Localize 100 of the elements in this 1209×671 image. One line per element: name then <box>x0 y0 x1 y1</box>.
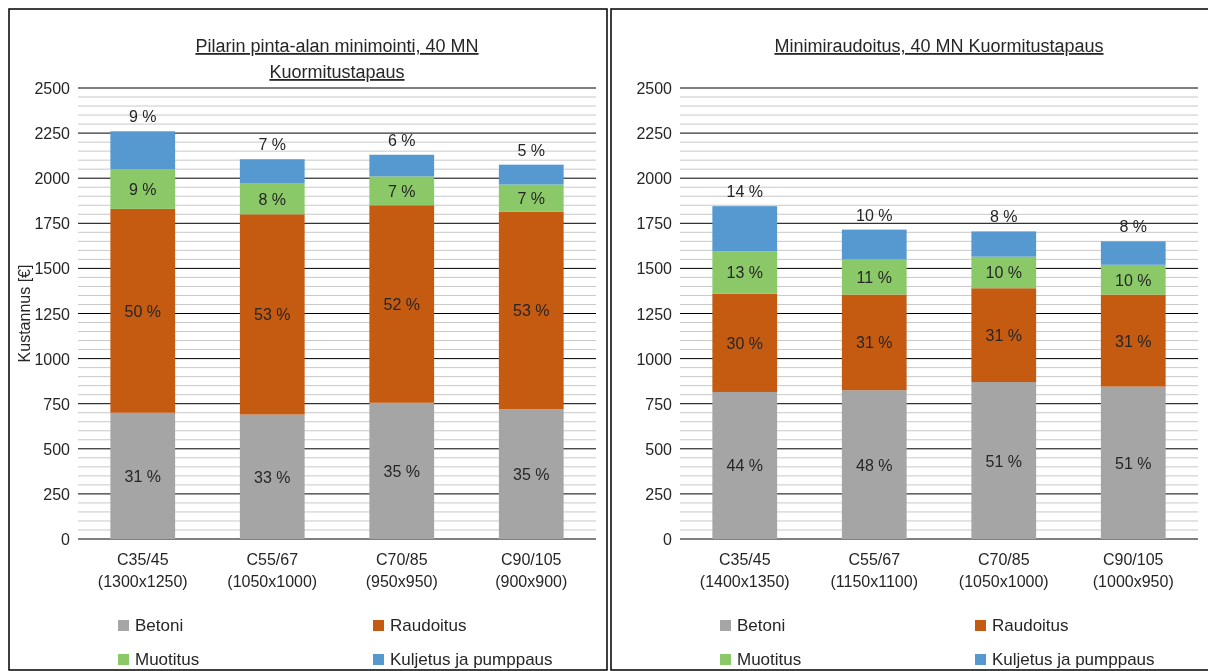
annotation: 5 % <box>517 141 546 159</box>
x-tick-label: C35/45 (1400x1350) <box>699 551 790 590</box>
x-tick-label: C55/67 (1050x1000) <box>227 551 318 590</box>
legend-label: Raudoitus <box>992 616 1069 635</box>
y-tick-label: 1000 <box>636 350 673 368</box>
x-tick-label: C35/45 (1300x1250) <box>97 551 188 590</box>
annotation: 52 % <box>383 296 420 314</box>
bar <box>239 159 305 184</box>
legend-label: Betoni <box>737 616 786 635</box>
y-tick-label: 2000 <box>636 170 673 188</box>
y-tick-label: 1250 <box>34 305 71 323</box>
legend-label: Betoni <box>135 616 184 635</box>
x-tick-label: C70/85 (950x950) <box>365 551 438 590</box>
bar <box>498 409 564 539</box>
y-tick-label: 750 <box>43 395 71 413</box>
annotation: 31 % <box>856 334 893 352</box>
chart-title: Minimiraudoitus, 40 MN Kuormitustapaus <box>774 36 1104 56</box>
bar <box>498 211 564 410</box>
bar <box>1100 241 1166 265</box>
bar <box>498 164 564 185</box>
annotation: 14 % <box>726 183 763 201</box>
y-tick-label: 250 <box>43 485 71 503</box>
bar <box>239 214 305 415</box>
x-tick-label: C90/105 (1000x950) <box>1092 551 1174 590</box>
legend-label: Raudoitus <box>390 616 467 635</box>
annotation: 7 % <box>258 136 287 154</box>
y-axis-title: Kustannus [€] <box>16 264 33 363</box>
bar <box>369 205 435 403</box>
bar <box>971 231 1037 257</box>
bar <box>1100 294 1166 387</box>
chart-title: Pilarin pinta-alan minimointi, 40 MN Kuormitustapaus <box>195 36 479 82</box>
y-tick-label: 250 <box>645 485 673 503</box>
y-tick-label: 2500 <box>34 80 71 97</box>
y-tick-label: 1500 <box>34 260 71 278</box>
annotation: 33 % <box>254 468 291 486</box>
bar <box>841 294 907 391</box>
bar <box>110 131 176 170</box>
annotation: 53 % <box>254 306 291 324</box>
annotation: 30 % <box>726 334 763 352</box>
bar <box>841 229 907 260</box>
y-tick-label: 1500 <box>636 260 673 278</box>
bar <box>971 382 1037 539</box>
annotation: 8 % <box>258 190 287 208</box>
annotation: 9 % <box>128 181 157 199</box>
annotation: 8 % <box>989 208 1018 226</box>
y-tick-label: 500 <box>43 440 71 458</box>
annotation: 35 % <box>383 462 420 480</box>
bar <box>712 251 778 294</box>
y-tick-label: 2250 <box>636 125 673 143</box>
y-tick-label: 1250 <box>636 305 673 323</box>
annotation: 7 % <box>387 182 416 200</box>
annotation: 53 % <box>513 302 550 320</box>
annotation: 48 % <box>856 456 893 474</box>
annotation: 9 % <box>128 108 157 126</box>
bar <box>110 169 176 209</box>
bar <box>971 288 1037 383</box>
y-tick-label: 0 <box>61 531 71 548</box>
legend-label: Kuljetus ja pumppaus <box>992 650 1155 669</box>
annotation: 6 % <box>387 131 416 149</box>
y-tick-label: 2000 <box>34 170 71 188</box>
y-tick-label: 1750 <box>636 215 673 233</box>
bar <box>712 391 778 539</box>
y-tick-label: 0 <box>663 531 673 548</box>
bar <box>239 414 305 539</box>
annotation: 50 % <box>124 302 161 320</box>
bar <box>369 402 435 539</box>
annotation: 13 % <box>726 264 763 282</box>
legend-label: Muotitus <box>737 650 802 669</box>
annotation: 10 % <box>856 206 893 224</box>
bar <box>1100 386 1166 539</box>
bar <box>841 390 907 539</box>
x-tick-label: C55/67 (1150x1100) <box>830 551 918 590</box>
legend-label: Kuljetus ja pumppaus <box>390 650 553 669</box>
annotation: 31 % <box>124 467 161 485</box>
y-tick-label: 500 <box>645 440 673 458</box>
bar <box>369 176 435 206</box>
annotation: 10 % <box>1115 271 1152 289</box>
y-tick-label: 1750 <box>34 215 71 233</box>
y-tick-label: 750 <box>645 395 673 413</box>
annotation: 10 % <box>985 264 1022 282</box>
y-tick-label: 2250 <box>34 125 71 143</box>
bar <box>110 208 176 413</box>
bar <box>712 293 778 392</box>
bar <box>369 154 435 177</box>
annotation: 51 % <box>1115 454 1152 472</box>
legend-label: Muotitus <box>135 650 200 669</box>
y-tick-label: 2500 <box>636 80 673 97</box>
bar <box>712 206 778 252</box>
x-tick-label: C70/85 (1050x1000) <box>958 551 1049 590</box>
annotation: 31 % <box>985 327 1022 345</box>
annotation: 44 % <box>726 457 763 475</box>
bar <box>498 184 564 212</box>
y-tick-label: 1000 <box>34 350 71 368</box>
annotation: 11 % <box>856 268 892 286</box>
bar <box>1100 264 1166 295</box>
bar <box>841 259 907 295</box>
annotation: 31 % <box>1115 332 1152 350</box>
bar <box>110 412 176 539</box>
annotation: 35 % <box>513 466 550 484</box>
annotation: 51 % <box>985 452 1022 470</box>
